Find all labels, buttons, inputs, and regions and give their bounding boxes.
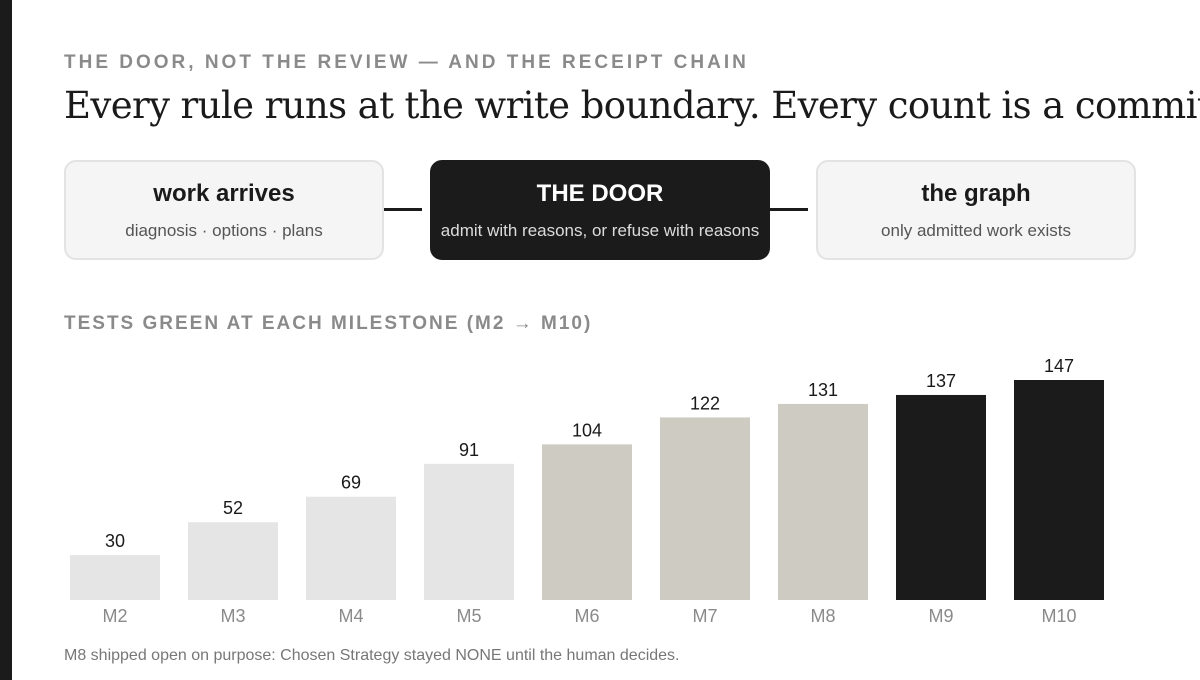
left-edge-bar — [0, 0, 12, 680]
x-tick-label: M7 — [692, 606, 717, 626]
page-headline: Every rule runs at the write boundary. E… — [64, 84, 1200, 127]
bar-m2 — [70, 555, 160, 600]
flow-box-title: work arrives — [153, 180, 295, 207]
flow-box-subtitle: admit with reasons, or refuse with reaso… — [440, 221, 760, 240]
x-tick-label: M6 — [574, 606, 599, 626]
bar-m9 — [896, 394, 986, 600]
flow-connector — [770, 208, 808, 211]
x-tick-label: M10 — [1041, 606, 1076, 626]
flow-box-work-arrives: work arrives diagnosis · options · plans — [64, 160, 384, 260]
x-tick-label: M4 — [338, 606, 363, 626]
flow-box-the-door: THE DOOR admit with reasons, or refuse w… — [430, 160, 770, 260]
flow-connector — [384, 208, 422, 211]
bar-value-label: 122 — [690, 393, 720, 413]
bar-m8 — [778, 403, 868, 600]
flow-box-subtitle: only admitted work exists — [881, 221, 1071, 240]
bar-m3 — [188, 522, 278, 600]
x-tick-label: M5 — [456, 606, 481, 626]
bar-value-label: 69 — [341, 473, 361, 493]
x-tick-label: M2 — [102, 606, 127, 626]
bar-value-label: 30 — [105, 531, 125, 551]
chart-title: TESTS GREEN AT EACH MILESTONE (M2 → M10) — [64, 313, 593, 334]
bar-m7 — [660, 417, 750, 600]
x-tick-label: M3 — [220, 606, 245, 626]
flow-box-title: the graph — [921, 180, 1031, 207]
x-tick-label: M9 — [928, 606, 953, 626]
flow-box-subtitle: diagnosis · options · plans — [125, 221, 323, 240]
x-tick-label: M8 — [810, 606, 835, 626]
bar-m6 — [542, 444, 632, 600]
flow-box-the-graph: the graph only admitted work exists — [816, 160, 1136, 260]
bar-value-label: 137 — [926, 371, 956, 391]
bar-value-label: 131 — [808, 380, 838, 400]
bar-value-label: 147 — [1044, 356, 1074, 376]
bar-m4 — [306, 496, 396, 600]
bar-m5 — [424, 463, 514, 600]
section-eyebrow: THE DOOR, NOT THE REVIEW — AND THE RECEI… — [64, 52, 749, 73]
bar-value-label: 52 — [223, 498, 243, 518]
bar-value-label: 104 — [572, 420, 602, 440]
chart-footnote: M8 shipped open on purpose: Chosen Strat… — [64, 647, 680, 664]
bar-m10 — [1014, 380, 1104, 600]
bar-value-label: 91 — [459, 440, 479, 460]
bar-chart: 30 M2 52 M3 69 M4 91 M5 104 M6 122 M7 131 M8 137 M9 147 M… — [70, 356, 1104, 626]
flow-box-title: THE DOOR — [536, 180, 664, 207]
